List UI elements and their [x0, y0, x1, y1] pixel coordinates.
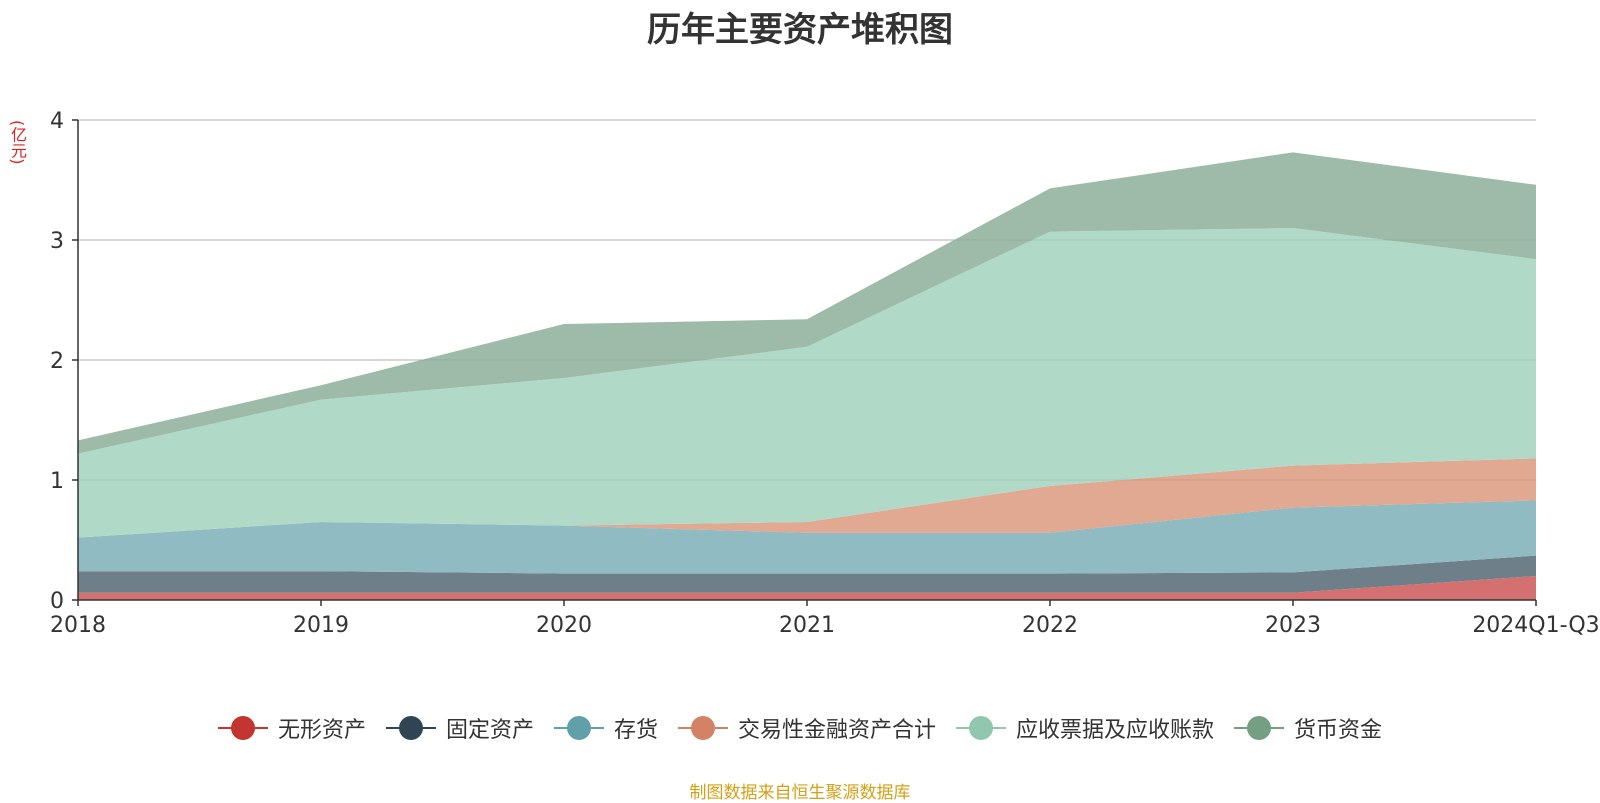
area-series-4 — [78, 458, 1536, 538]
source-note: 制图数据来自恒生聚源数据库 — [689, 783, 911, 803]
y-tick-label: 0 — [50, 589, 64, 614]
x-tick-label: 2020 — [536, 613, 592, 638]
legend-label: 货币资金 — [1294, 718, 1383, 743]
x-tick-label: 2018 — [50, 613, 106, 638]
legend: 无形资产 固定资产 存货 交易性金融资产合计 应收票据及应收账款 货币资金 — [0, 712, 1600, 744]
legend-item[interactable]: 无形资产 — [217, 712, 366, 744]
area-series-6 — [78, 152, 1536, 454]
legend-item[interactable]: 交易性金融资产合计 — [678, 712, 936, 744]
y-tick-label: 3 — [50, 229, 64, 254]
area-series-5 — [78, 228, 1536, 538]
legend-marker-icon — [217, 715, 268, 741]
x-tick-label: 2023 — [1265, 613, 1321, 638]
x-tick-label: 2024Q1-Q3 — [1472, 613, 1599, 638]
x-tick-label: 2022 — [1022, 613, 1078, 638]
legend-item[interactable]: 货币资金 — [1234, 712, 1382, 744]
y-tick-label: 1 — [50, 469, 64, 494]
area-series-2 — [78, 555, 1536, 593]
legend-marker-icon — [385, 715, 436, 741]
legend-item[interactable]: 存货 — [553, 712, 658, 744]
x-tick-label: 2019 — [293, 613, 349, 638]
legend-marker-icon — [553, 715, 604, 741]
area-series-3 — [78, 500, 1536, 574]
legend-marker-icon — [1234, 715, 1285, 741]
legend-label: 交易性金融资产合计 — [738, 718, 937, 743]
legend-marker-icon — [678, 715, 728, 741]
y-tick-label: 2 — [50, 349, 64, 374]
legend-label: 无形资产 — [277, 718, 366, 743]
legend-label: 固定资产 — [445, 718, 534, 743]
legend-item[interactable]: 应收票据及应收账款 — [956, 712, 1214, 744]
legend-label: 存货 — [613, 718, 658, 743]
y-axis-unit-label: (亿元) — [8, 120, 27, 165]
x-tick-label: 2021 — [779, 613, 835, 638]
chart-title: 历年主要资产堆积图 — [647, 10, 953, 50]
area-series-1 — [78, 576, 1536, 600]
legend-marker-icon — [956, 715, 1007, 741]
legend-label: 应收票据及应收账款 — [1016, 718, 1215, 743]
legend-item[interactable]: 固定资产 — [385, 712, 534, 744]
y-tick-label: 4 — [50, 109, 64, 134]
